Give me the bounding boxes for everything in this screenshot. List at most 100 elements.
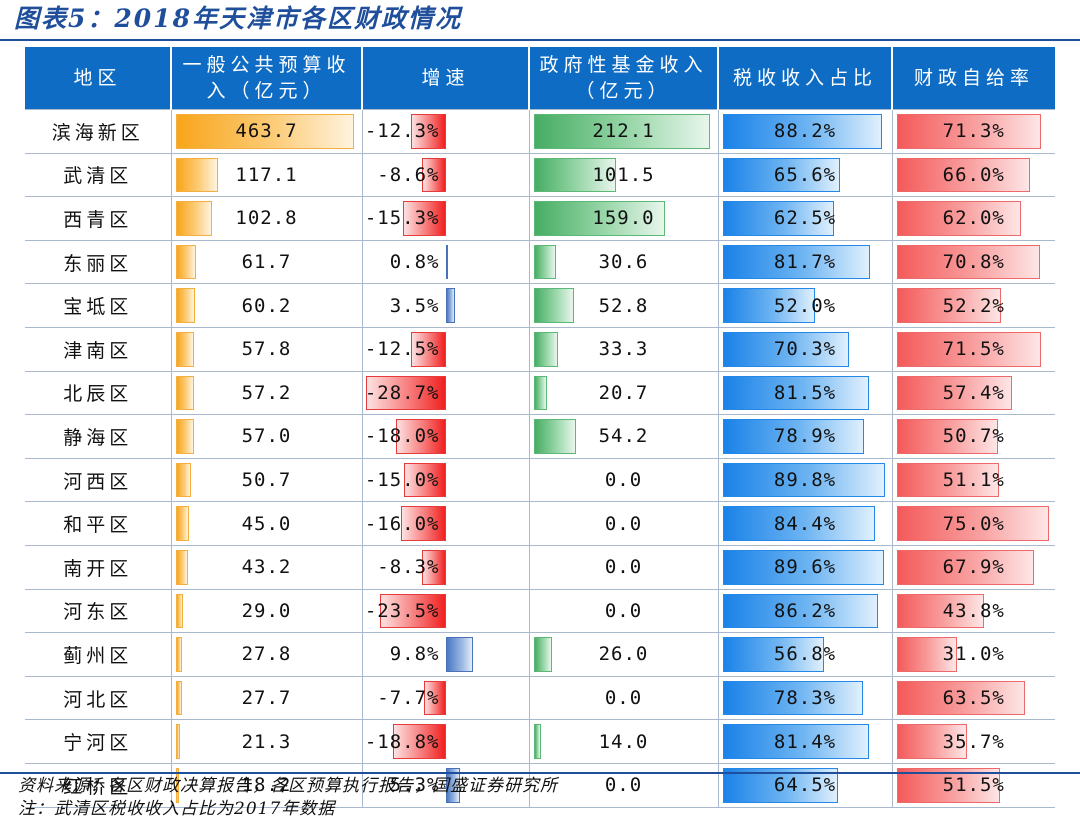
tax-share-value: 78.9% (773, 425, 837, 448)
district-cell: 宁河区 (25, 719, 171, 764)
tax-share-cell: 89.6% (717, 544, 892, 590)
budget-revenue-bar (175, 637, 183, 672)
growth-bar (445, 288, 456, 323)
table-row: 武清区 117.1 -8.6% 101.5 65.6% 66.0% (25, 152, 1055, 197)
fund-revenue-value: 52.8 (598, 294, 649, 317)
self-sufficiency-value: 35.7% (942, 730, 1005, 753)
budget-revenue-bar (175, 593, 183, 629)
self-sufficiency-cell: 62.0% (891, 196, 1055, 241)
self-sufficiency-value: 43.8% (942, 599, 1005, 622)
tax-share-cell: 62.5% (717, 196, 892, 241)
district-cell: 北辰区 (25, 370, 171, 415)
district-cell: 滨海新区 (25, 109, 171, 154)
growth-bar (424, 680, 446, 716)
self-sufficiency-cell: 52.2% (891, 283, 1055, 328)
self-sufficiency-cell: 57.4% (891, 370, 1055, 415)
growth-value: 9.8% (389, 643, 440, 666)
fund-revenue-cell: 0.0 (528, 457, 718, 502)
growth-bar (422, 549, 446, 585)
growth-cell: 9.8% (361, 632, 529, 677)
self-sufficiency-cell: 71.5% (891, 326, 1055, 372)
budget-revenue-bar (175, 244, 196, 280)
fund-revenue-cell: 0.0 (528, 588, 718, 633)
budget-revenue-cell: 50.7 (170, 457, 362, 502)
district-cell: 宝坻区 (25, 283, 171, 328)
growth-bar (365, 375, 446, 411)
growth-value: -16.0% (364, 512, 440, 535)
growth-bar (445, 767, 461, 803)
self-sufficiency-cell: 66.0% (891, 152, 1055, 197)
tax-share-value: 56.8% (773, 643, 837, 666)
self-sufficiency-cell: 71.3% (891, 109, 1055, 154)
growth-bar (421, 157, 446, 193)
budget-revenue-value: 50.7 (241, 469, 292, 492)
fund-revenue-value: 20.7 (598, 381, 649, 404)
district-cell: 河北区 (25, 675, 171, 720)
footnote: 注：武清区税收收入占比为2017年数据 (18, 799, 336, 819)
tax-share-cell: 52.0% (717, 283, 892, 328)
self-sufficiency-bar (896, 462, 999, 498)
tax-share-cell: 81.4% (717, 719, 892, 764)
tax-share-cell: 84.4% (717, 501, 892, 546)
self-sufficiency-bar (896, 506, 1049, 541)
growth-bar (445, 244, 448, 280)
self-sufficiency-value: 75.0% (942, 512, 1005, 535)
budget-revenue-value: 27.7 (241, 687, 292, 710)
header-self-sufficiency: 财政自给率 (891, 47, 1055, 110)
self-sufficiency-value: 62.0% (942, 207, 1005, 230)
tax-share-value: 78.3% (773, 687, 837, 710)
budget-revenue-cell: 60.2 (170, 283, 362, 328)
self-sufficiency-value: 66.0% (942, 163, 1005, 186)
fund-revenue-value: 0.0 (604, 469, 643, 492)
growth-bar (380, 593, 446, 629)
tax-share-bar (722, 244, 870, 280)
budget-revenue-bar (175, 680, 183, 716)
budget-revenue-cell: 61.7 (170, 239, 362, 284)
growth-cell: -12.3% (361, 109, 529, 154)
finance-table: 地区 一般公共预算收入（亿元） 增速 政府性基金收入（亿元） 税收收入占比 财政… (25, 47, 1055, 808)
growth-value: -12.3% (364, 120, 440, 143)
self-sufficiency-bar (896, 680, 1025, 716)
table-row: 红桥区 18.2 5.3% 0.0 64.5% 51.5% (25, 762, 1055, 808)
growth-cell: 3.5% (361, 283, 529, 328)
fund-revenue-value: 26.0 (598, 643, 649, 666)
fund-revenue-cell: 0.0 (528, 501, 718, 546)
district-cell: 红桥区 (25, 762, 171, 808)
self-sufficiency-bar (896, 114, 1041, 149)
fund-revenue-bar (533, 201, 665, 236)
budget-revenue-bar (175, 419, 194, 454)
self-sufficiency-bar (896, 157, 1030, 193)
budget-revenue-cell: 27.7 (170, 675, 362, 720)
budget-revenue-cell: 29.0 (170, 588, 362, 633)
budget-revenue-value: 57.0 (241, 425, 292, 448)
fund-revenue-cell: 159.0 (528, 196, 718, 241)
district-cell: 静海区 (25, 414, 171, 459)
self-sufficiency-value: 70.8% (942, 251, 1005, 274)
district-cell: 和平区 (25, 501, 171, 546)
self-sufficiency-cell: 43.8% (891, 588, 1055, 633)
self-sufficiency-cell: 50.7% (891, 414, 1055, 459)
tax-share-cell: 78.3% (717, 675, 892, 720)
fund-revenue-value: 14.0 (598, 730, 649, 753)
budget-revenue-bar (175, 331, 195, 367)
growth-cell: -18.0% (361, 414, 529, 459)
table-row: 南开区 43.2 -8.3% 0.0 89.6% 67.9% (25, 544, 1055, 590)
tax-share-cell: 89.8% (717, 457, 892, 502)
growth-value: -8.6% (377, 163, 440, 186)
fund-revenue-cell: 54.2 (528, 414, 718, 459)
budget-revenue-cell: 102.8 (170, 196, 362, 241)
tax-share-bar (722, 201, 835, 236)
self-sufficiency-bar (896, 375, 1012, 411)
tax-share-value: 89.8% (773, 469, 837, 492)
fund-revenue-value: 33.3 (598, 338, 649, 361)
growth-value: -7.7% (377, 687, 440, 710)
budget-revenue-value: 43.2 (241, 556, 292, 579)
header-budget-revenue: 一般公共预算收入（亿元） (170, 47, 362, 110)
tax-share-value: 81.7% (773, 251, 837, 274)
fund-revenue-cell: 101.5 (528, 152, 718, 197)
budget-revenue-value: 27.8 (241, 643, 292, 666)
fund-revenue-value: 159.0 (592, 207, 655, 230)
growth-value: 3.5% (389, 294, 440, 317)
table-row: 宝坻区 60.2 3.5% 52.8 52.0% 52.2% (25, 283, 1055, 328)
budget-revenue-value: 117.1 (235, 163, 298, 186)
